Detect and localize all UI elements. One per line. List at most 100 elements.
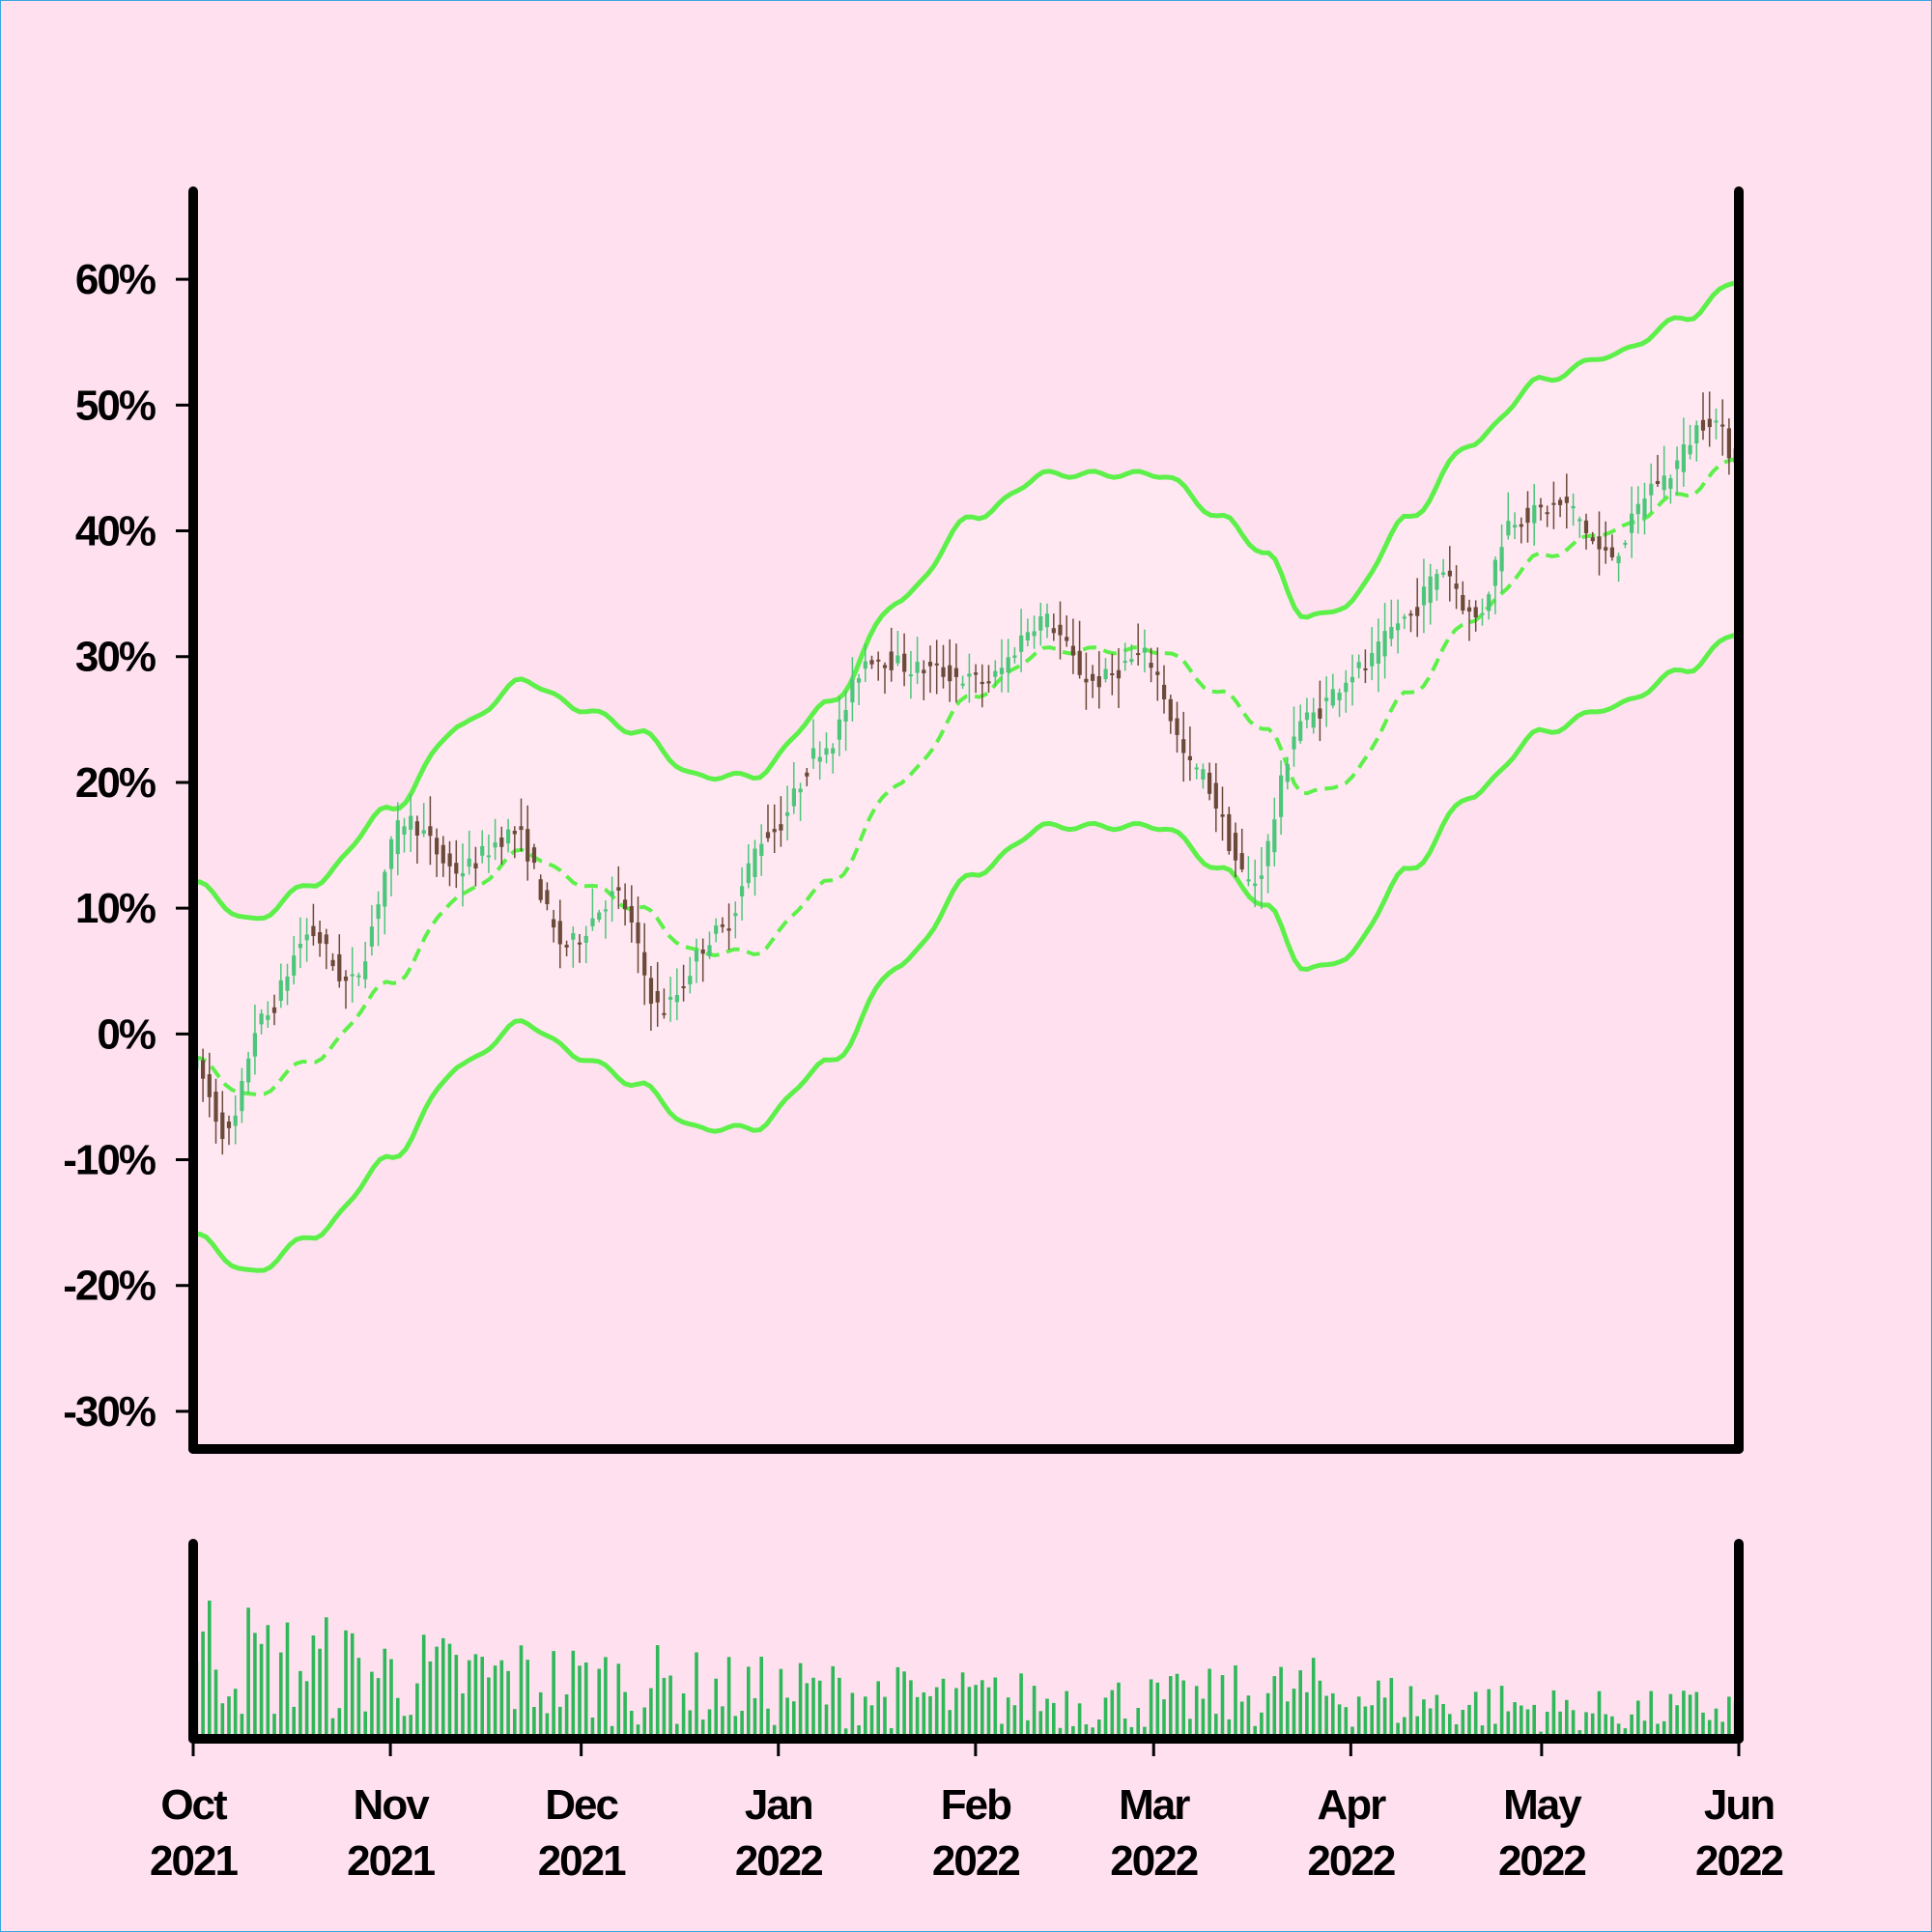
volume-bar — [941, 1678, 946, 1739]
volume-bar — [883, 1696, 887, 1739]
candle-up — [1324, 697, 1329, 701]
candle-down — [1220, 814, 1225, 817]
volume-bar — [1220, 1675, 1225, 1739]
volume-bar — [1720, 1721, 1724, 1739]
volume-bar — [642, 1707, 646, 1739]
volume-bar — [396, 1697, 400, 1739]
volume-bar — [1668, 1693, 1673, 1739]
lower-band-line — [192, 632, 1740, 1273]
x-tick-year-label: 2022 — [1498, 1837, 1585, 1885]
candle-down — [1091, 673, 1095, 681]
volume-bar — [1129, 1726, 1134, 1739]
candle-up — [460, 872, 466, 877]
y-tick-label: -20% — [63, 1263, 156, 1310]
candle-up — [1389, 627, 1394, 639]
candle-down — [1227, 813, 1232, 851]
volume-bar — [1656, 1723, 1660, 1739]
volume-bar — [915, 1696, 920, 1739]
candle-down — [271, 1007, 277, 1013]
candle-down — [1318, 708, 1322, 719]
volume-bar — [1616, 1723, 1621, 1739]
volume-bar — [1331, 1692, 1335, 1739]
volume-bar — [740, 1711, 744, 1739]
candle-up — [1201, 769, 1206, 780]
volume-bar — [811, 1677, 815, 1739]
volume-bar — [246, 1607, 250, 1739]
candle-up — [1129, 659, 1134, 663]
candle-down — [1726, 428, 1731, 459]
volume-bar — [513, 1709, 517, 1739]
candle-up — [369, 926, 374, 947]
candle-up — [1194, 767, 1199, 770]
candle-up — [824, 748, 829, 755]
candle-down — [765, 832, 771, 838]
volume-bar — [1513, 1702, 1517, 1739]
volume-bar — [532, 1707, 536, 1739]
volume-bar — [922, 1692, 926, 1739]
candle-up — [1246, 879, 1251, 882]
candle-up — [967, 673, 972, 677]
candle-up — [1428, 576, 1433, 603]
candle-down — [499, 838, 504, 847]
candle-up — [480, 845, 485, 856]
volume-bar — [662, 1677, 667, 1739]
candle-up — [1006, 657, 1010, 673]
volume-bar — [1428, 1708, 1433, 1739]
volume-bar — [1441, 1704, 1445, 1739]
candle-up — [1350, 676, 1355, 683]
candle-up — [1642, 498, 1647, 518]
volume-bar — [1688, 1694, 1692, 1739]
candle-down — [1187, 755, 1192, 760]
candle-up — [714, 925, 719, 934]
volume-bar — [363, 1711, 367, 1739]
volume-bar — [1155, 1682, 1160, 1739]
candle-down — [869, 660, 874, 665]
candle-down — [414, 821, 419, 836]
volume-bar — [506, 1670, 510, 1739]
volume-bar — [1525, 1709, 1530, 1739]
candle-down — [1213, 782, 1218, 809]
y-tick-label: 20% — [75, 759, 156, 807]
volume-bar — [714, 1678, 718, 1739]
candle-up — [1571, 505, 1576, 509]
volume-bar — [1350, 1726, 1354, 1739]
candle-up — [1506, 521, 1511, 536]
candle-up — [1103, 668, 1108, 680]
candle-up — [1311, 712, 1316, 728]
volume-bar — [1239, 1701, 1244, 1739]
candle-down — [1408, 613, 1413, 616]
candle-down — [779, 824, 783, 831]
candle-down — [1454, 583, 1459, 589]
volume-bar — [473, 1654, 478, 1739]
candle-up — [1480, 612, 1485, 615]
volume-bar — [857, 1725, 861, 1739]
volume-bar — [1370, 1705, 1374, 1739]
candle-up — [1253, 883, 1258, 887]
volume-bar — [1408, 1686, 1413, 1739]
candle-up — [409, 815, 413, 830]
volume-bar — [1149, 1679, 1153, 1739]
volume-bar — [934, 1687, 939, 1739]
candle-down — [1155, 671, 1160, 675]
volume-bar — [928, 1695, 932, 1739]
x-axis-ticks: Oct 2021 Nov 2021 Dec 2021 Jan 2022 Feb 2022 Mar 20… — [150, 1739, 1784, 1885]
volume-bar — [1520, 1705, 1523, 1739]
candle-down — [726, 928, 731, 931]
candle-up — [233, 1115, 238, 1126]
candle-down — [1590, 537, 1595, 542]
volume-bar — [1272, 1676, 1277, 1739]
volume-bar — [441, 1637, 445, 1739]
candle-up — [759, 843, 764, 856]
volume-bar — [1642, 1720, 1647, 1739]
candle-down — [941, 667, 946, 677]
candle-down — [1720, 424, 1725, 427]
candle-down — [512, 831, 517, 835]
volume-bar — [1265, 1692, 1270, 1739]
volume-bar — [1694, 1691, 1699, 1739]
candle-up — [292, 955, 297, 976]
candle-up — [1337, 693, 1342, 700]
candle-up — [740, 886, 745, 896]
volume-bar — [779, 1668, 783, 1739]
volume-bar — [630, 1711, 634, 1739]
candle-up — [668, 996, 673, 1000]
